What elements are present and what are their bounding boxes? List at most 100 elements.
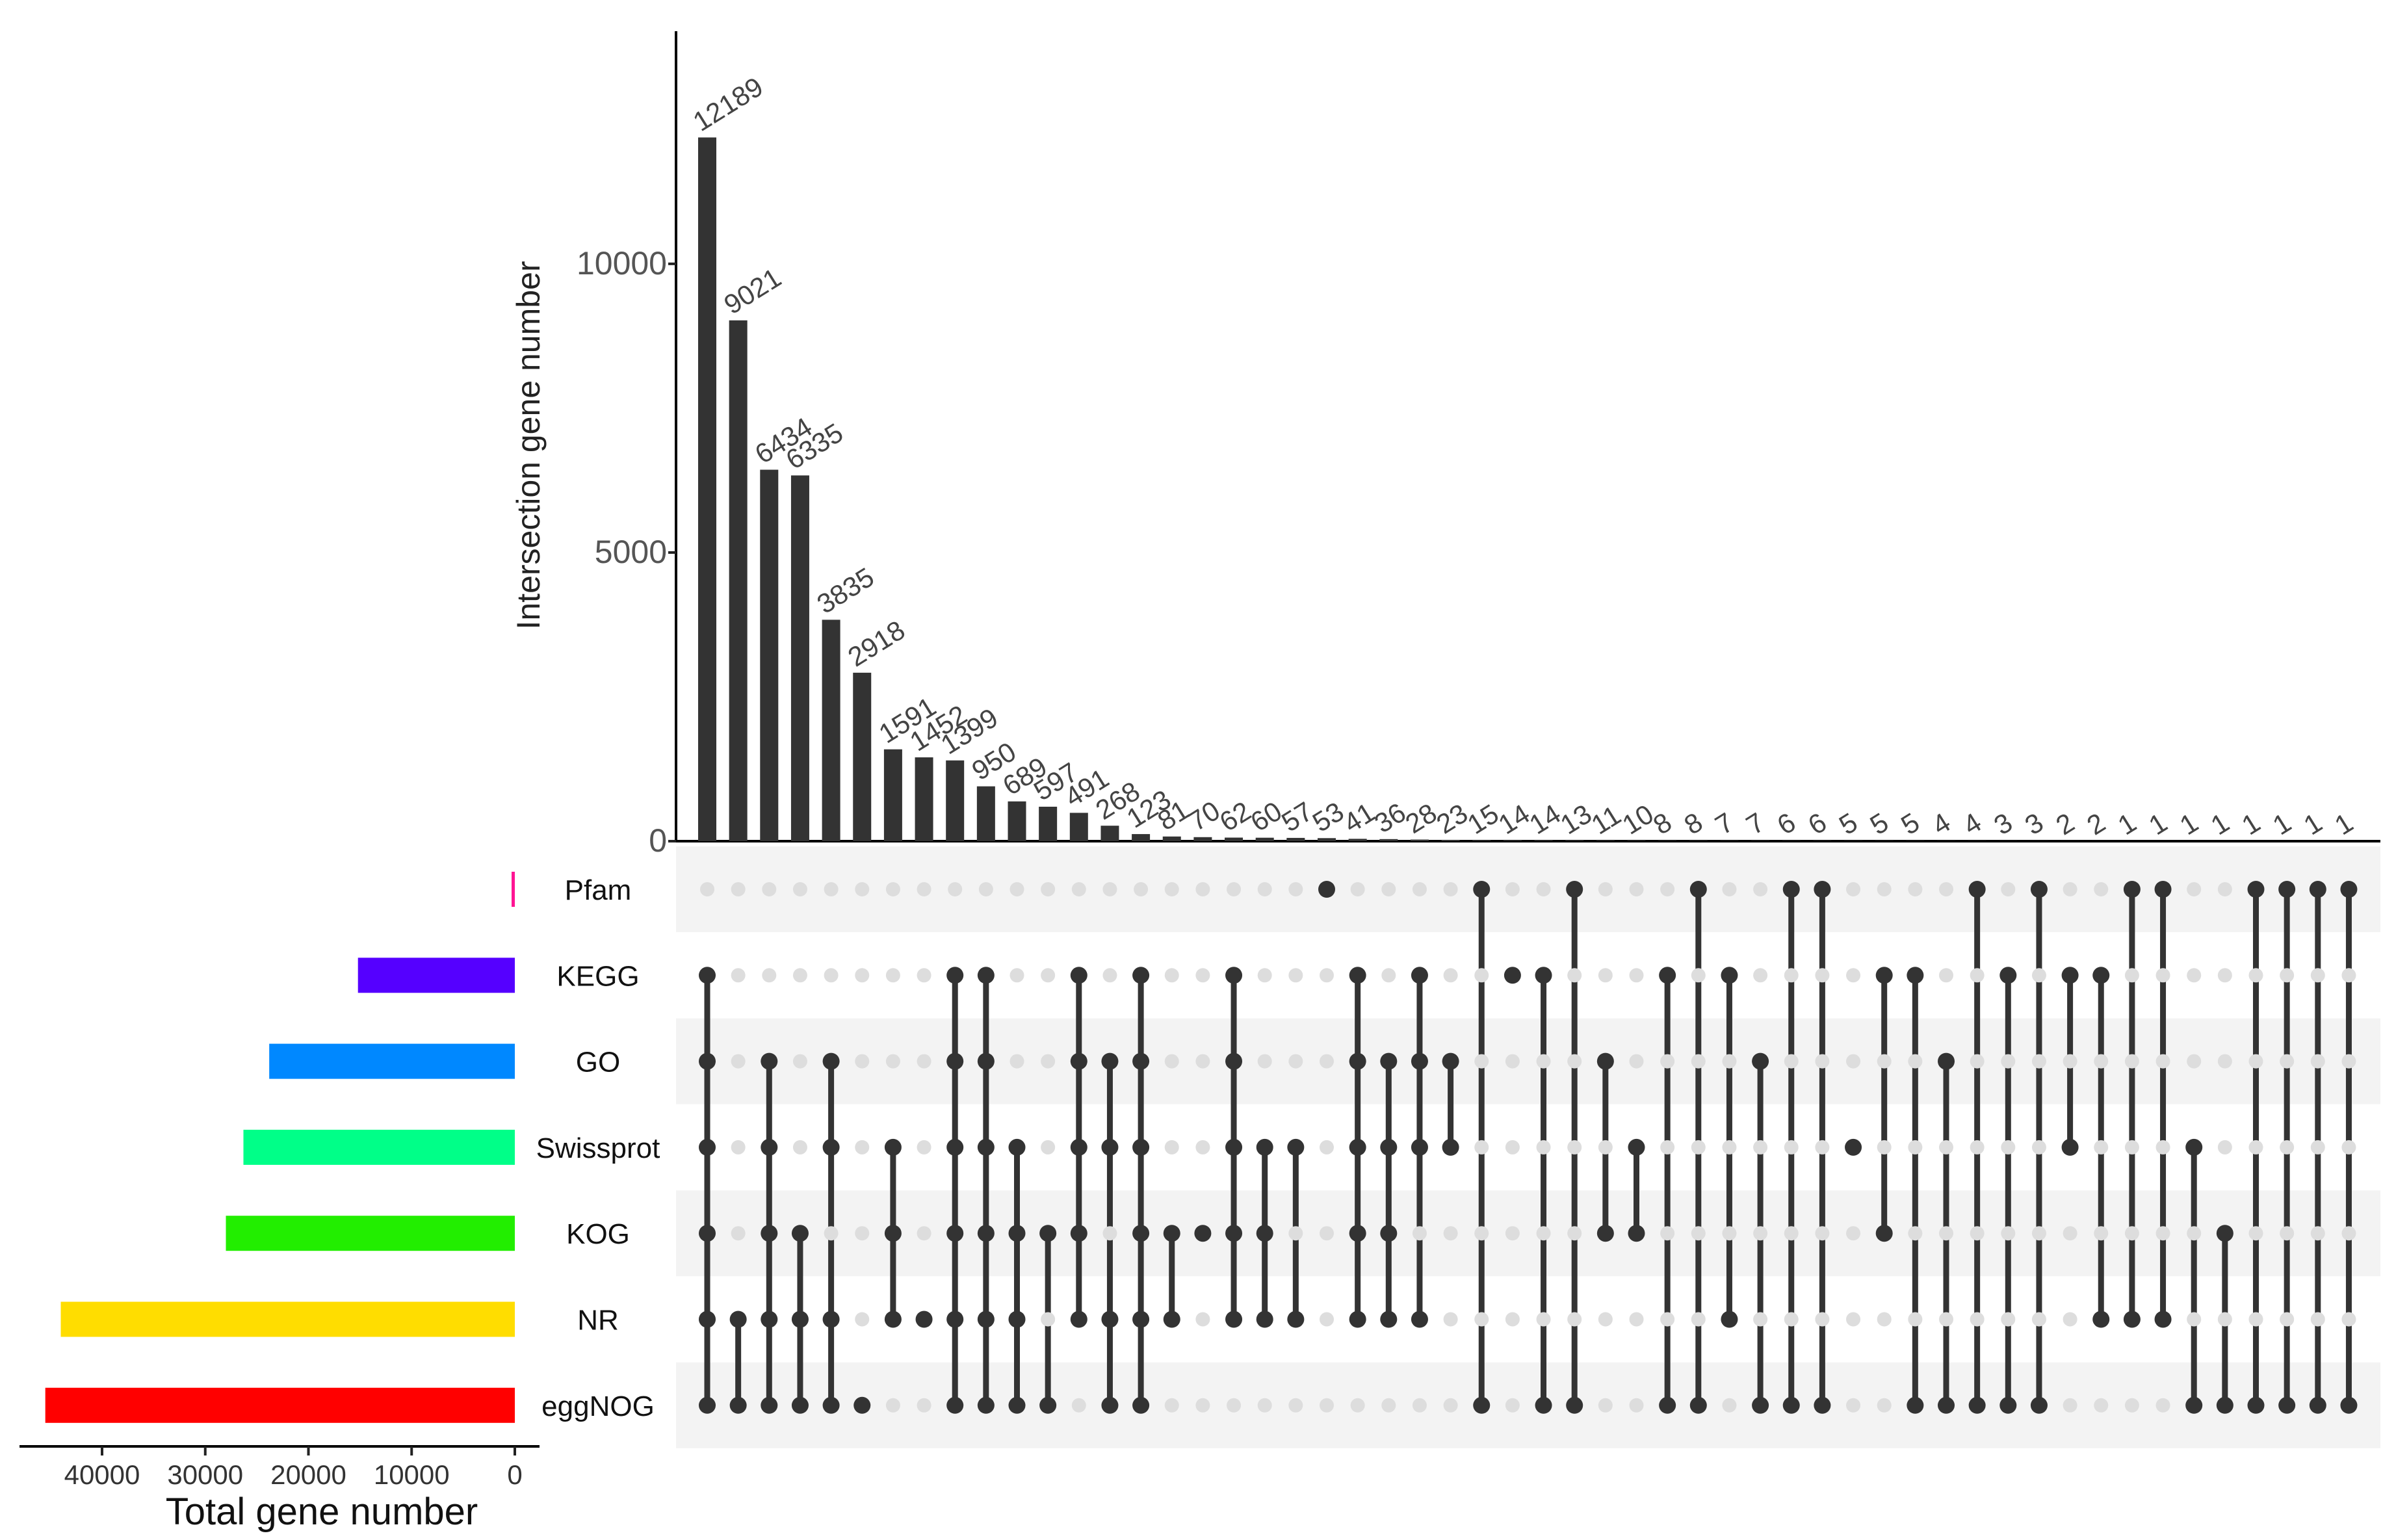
matrix-dot-empty — [2280, 968, 2295, 983]
matrix-dot-empty — [1567, 1312, 1582, 1327]
matrix-dot-filled — [1349, 1052, 1366, 1070]
matrix-dot-empty — [1877, 1054, 1892, 1069]
matrix-dot-empty — [1846, 968, 1861, 983]
matrix-dot-empty — [2155, 1140, 2170, 1155]
matrix-dot-filled — [791, 1225, 809, 1242]
matrix-dot-empty — [1102, 882, 1117, 896]
matrix-dot-filled — [1318, 881, 1335, 898]
matrix-dot-empty — [855, 1054, 870, 1069]
matrix-dot-empty — [2217, 1140, 2232, 1155]
matrix-dot-empty — [792, 1140, 807, 1155]
matrix-dot-empty — [1381, 968, 1396, 983]
matrix-dot-empty — [855, 1140, 870, 1155]
matrix-dot-empty — [1041, 1054, 1056, 1069]
matrix-dot-filled — [699, 967, 716, 984]
matrix-dot-empty — [731, 882, 746, 896]
matrix-dot-empty — [1753, 1312, 1768, 1327]
intersection-bar — [698, 137, 716, 841]
matrix-dot-filled — [884, 1138, 902, 1156]
matrix-dot-empty — [1846, 1398, 1861, 1413]
matrix-dot-empty — [1598, 1140, 1613, 1155]
matrix-dot-empty — [824, 1226, 839, 1241]
matrix-dot-empty — [1474, 1312, 1489, 1327]
matrix-dot-empty — [2248, 968, 2263, 983]
matrix-dot-empty — [2094, 1226, 2109, 1241]
matrix-dot-empty — [1970, 1054, 1985, 1069]
matrix-dot-empty — [1784, 1226, 1799, 1241]
matrix-dot-filled — [1968, 881, 1986, 898]
matrix-dot-empty — [1505, 1312, 1520, 1327]
matrix-dot-filled — [1659, 1396, 1676, 1414]
matrix-dot-empty — [1753, 1226, 1768, 1241]
matrix-dot-filled — [791, 1396, 809, 1414]
matrix-dot-empty — [1412, 1226, 1427, 1241]
matrix-dot-filled — [1008, 1396, 1026, 1414]
matrix-dot-empty — [1691, 1054, 1706, 1069]
matrix-dot-empty — [1970, 1312, 1985, 1327]
matrix-dot-empty — [1443, 1398, 1458, 1413]
matrix-dot-empty — [885, 1054, 900, 1069]
matrix-dot-filled — [761, 1138, 778, 1156]
matrix-dot-filled — [1287, 1138, 1305, 1156]
matrix-dot-empty — [1722, 1140, 1737, 1155]
matrix-dot-empty — [1320, 1054, 1334, 1069]
matrix-dot-empty — [700, 882, 714, 896]
matrix-dot-filled — [791, 1311, 809, 1328]
matrix-dot-empty — [2124, 1398, 2139, 1413]
matrix-dot-empty — [1041, 1312, 1056, 1327]
matrix-dot-empty — [2217, 968, 2232, 983]
matrix-dot-empty — [1320, 1140, 1334, 1155]
matrix-dot-filled — [2154, 1311, 2172, 1328]
matrix-dot-empty — [1505, 1054, 1520, 1069]
matrix-dot-filled — [1101, 1396, 1119, 1414]
matrix-dot-filled — [699, 1225, 716, 1242]
intersection-bar — [1286, 837, 1305, 841]
row-stripe-eggnog — [676, 1362, 2380, 1448]
matrix-dot-filled — [1380, 1311, 1398, 1328]
matrix-dot-filled — [2340, 881, 2358, 898]
matrix-dot-filled — [761, 1311, 778, 1328]
set-bar-kegg — [358, 958, 515, 993]
matrix-dot-filled — [1721, 967, 1738, 984]
matrix-dot-filled — [1287, 1311, 1305, 1328]
matrix-dot-empty — [1474, 1140, 1489, 1155]
matrix-dot-filled — [761, 1052, 778, 1070]
matrix-dot-empty — [2217, 1312, 2232, 1327]
matrix-dot-empty — [2001, 1054, 2016, 1069]
matrix-dot-filled — [977, 1396, 995, 1414]
matrix-dot-filled — [1101, 1052, 1119, 1070]
matrix-dot-filled — [2030, 1396, 2048, 1414]
matrix-dot-filled — [1535, 1396, 1552, 1414]
matrix-dot-filled — [822, 1311, 840, 1328]
matrix-dot-empty — [2001, 1140, 2016, 1155]
matrix-dot-empty — [917, 968, 931, 983]
y-axis-ticks: 0 5000 10000 — [577, 245, 676, 859]
matrix-dot-filled — [2123, 1311, 2141, 1328]
matrix-dot-filled — [1380, 1138, 1398, 1156]
matrix-dot-empty — [2031, 1140, 2046, 1155]
matrix-dot-filled — [2030, 881, 2048, 898]
matrix-dot-empty — [1257, 882, 1272, 896]
matrix-dot-filled — [1814, 881, 1831, 898]
matrix-dot-filled — [1875, 1225, 1893, 1242]
matrix-dot-empty — [1629, 1312, 1644, 1327]
set-axis-tick-label: 20000 — [270, 1459, 346, 1490]
matrix-dot-empty — [1412, 882, 1427, 896]
matrix-dot-empty — [1102, 1226, 1117, 1241]
matrix-dot-empty — [2248, 1226, 2263, 1241]
matrix-dot-filled — [1132, 1052, 1150, 1070]
matrix-dot-empty — [1784, 1140, 1799, 1155]
matrix-dot-empty — [2001, 1312, 2016, 1327]
matrix-dot-empty — [1970, 968, 1985, 983]
matrix-dot-empty — [2094, 1140, 2109, 1155]
matrix-dot-empty — [1722, 1398, 1737, 1413]
matrix-dot-empty — [1164, 1398, 1179, 1413]
matrix-dot-empty — [1288, 968, 1303, 983]
intersection-bar — [790, 475, 809, 841]
matrix-dot-empty — [1970, 1140, 1985, 1155]
matrix-dot-empty — [1536, 1226, 1551, 1241]
y-axis-title: Intersection gene number — [510, 261, 547, 629]
matrix-dot-empty — [1753, 968, 1768, 983]
intersection-bar — [1008, 801, 1026, 841]
matrix-dot-empty — [1660, 1226, 1675, 1241]
